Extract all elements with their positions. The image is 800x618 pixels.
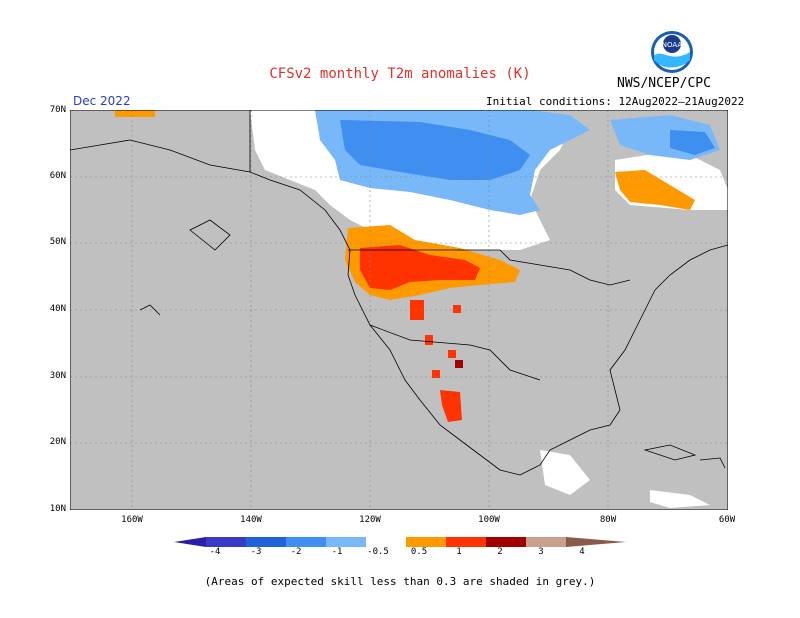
near-normal-region-carib xyxy=(650,490,710,508)
colorbar-bin-7 xyxy=(446,537,486,547)
anomaly-map xyxy=(70,110,728,510)
near-normal-region-south xyxy=(540,450,590,495)
lon-label-100w: 100W xyxy=(478,515,500,525)
colorbar-bin-5 xyxy=(366,537,406,547)
lon-label-140w: 140W xyxy=(240,515,262,525)
colorbar-label-pos05: 0.5 xyxy=(410,547,428,557)
warm-anomaly-red-cell-3 xyxy=(432,370,440,378)
colorbar-bin-1 xyxy=(206,537,246,547)
colorbar-bin-3 xyxy=(286,537,326,547)
lat-label-20n: 20N xyxy=(49,437,66,447)
warm-anomaly-red-cell-1 xyxy=(425,335,433,345)
footnote: (Areas of expected skill less than 0.3 a… xyxy=(204,575,596,588)
agency-label: NWS/NCEP/CPC xyxy=(617,76,711,91)
colorbar-bin-2 xyxy=(246,537,286,547)
colorbar-arrow-right xyxy=(566,537,626,547)
lat-label-40n: 40N xyxy=(49,304,66,314)
colorbar-label-pos1: 1 xyxy=(456,547,462,557)
colorbar-label-pos2: 2 xyxy=(497,547,503,557)
colorbar-label-pos4: 4 xyxy=(579,547,585,557)
valid-month-label: Dec 2022 xyxy=(73,94,131,108)
warm-anomaly-red xyxy=(360,245,480,290)
warm-anomaly-darkred-cell xyxy=(455,360,463,368)
colorbar-bin-4 xyxy=(326,537,366,547)
lat-label-60n: 60N xyxy=(49,171,66,181)
lat-label-10n: 10N xyxy=(49,504,66,514)
lat-label-70n: 70N xyxy=(49,105,66,115)
colorbar-label-neg4: -4 xyxy=(209,547,221,557)
colorbar xyxy=(174,537,626,547)
colorbar-label-pos3: 3 xyxy=(538,547,544,557)
map-gridlines xyxy=(70,110,728,510)
colorbar-arrow-left xyxy=(174,537,206,547)
svg-text:NOAA: NOAA xyxy=(662,41,683,49)
colorbar-label-neg1: -1 xyxy=(331,547,343,557)
colorbar-label-neg2: -2 xyxy=(290,547,302,557)
map-canvas xyxy=(70,110,728,510)
colorbar-label-neg3: -3 xyxy=(250,547,262,557)
initial-conditions-label: Initial conditions: 12Aug2022–21Aug2022 xyxy=(486,95,745,108)
lon-label-80w: 80W xyxy=(599,515,617,525)
warm-anomaly-red-south xyxy=(440,390,462,422)
warm-anomaly-red-cell-2 xyxy=(448,350,456,358)
cold-anomaly-northeast-mid xyxy=(670,130,715,155)
lon-label-160w: 160W xyxy=(121,515,143,525)
chart-title: CFSv2 monthly T2m anomalies (K) xyxy=(269,66,531,82)
warm-anomaly-red-cell-5 xyxy=(453,305,461,313)
colorbar-bin-9 xyxy=(526,537,566,547)
warm-anomaly-orange-east xyxy=(615,170,695,210)
lon-label-60w: 60W xyxy=(718,515,736,525)
warm-anomaly-orange-alaska xyxy=(115,110,155,117)
lat-label-30n: 30N xyxy=(49,371,66,381)
map-coastlines xyxy=(70,110,728,476)
noaa-logo: NOAA xyxy=(651,31,693,73)
colorbar-bin-8 xyxy=(486,537,526,547)
lon-label-120w: 120W xyxy=(359,515,381,525)
colorbar-label-neg05: -0.5 xyxy=(367,547,389,557)
cold-anomaly-mid xyxy=(340,120,530,180)
colorbar-bin-6 xyxy=(406,537,446,547)
lat-label-50n: 50N xyxy=(49,237,66,247)
